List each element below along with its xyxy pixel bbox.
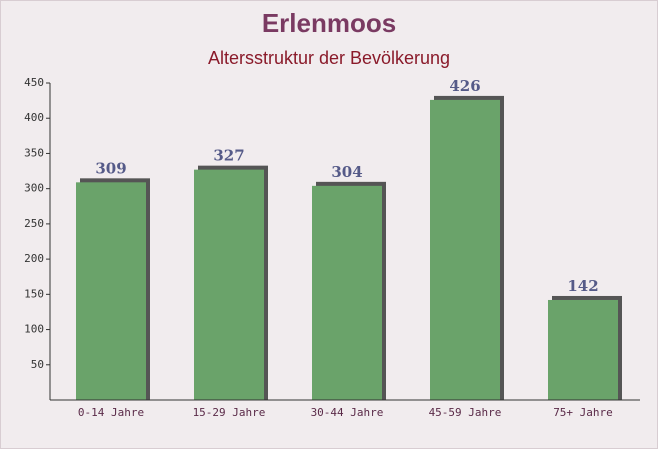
y-tick-label: 50 — [31, 358, 44, 371]
y-tick-label: 100 — [24, 323, 44, 336]
value-label: 142 — [567, 277, 598, 295]
bar — [76, 182, 146, 400]
bar — [548, 299, 618, 400]
x-tick-label: 75+ Jahre — [553, 406, 613, 419]
x-tick-label: 0-14 Jahre — [78, 406, 144, 419]
bar — [194, 169, 264, 400]
value-label: 304 — [331, 163, 362, 181]
value-label: 426 — [449, 77, 480, 95]
x-tick-label: 30-44 Jahre — [311, 406, 384, 419]
value-label: 327 — [213, 147, 244, 165]
x-tick-label: 45-59 Jahre — [429, 406, 502, 419]
bar — [312, 185, 382, 400]
x-tick-label: 15-29 Jahre — [193, 406, 266, 419]
y-tick-label: 350 — [24, 146, 44, 159]
chart-subtitle: Altersstruktur der Bevölkerung — [208, 48, 450, 68]
y-tick-label: 400 — [24, 111, 44, 124]
y-tick-label: 250 — [24, 217, 44, 230]
y-tick-label: 200 — [24, 252, 44, 265]
y-tick-label: 300 — [24, 182, 44, 195]
bar — [430, 99, 500, 400]
y-tick-label: 450 — [24, 76, 44, 89]
value-label: 309 — [95, 159, 126, 177]
y-tick-label: 150 — [24, 287, 44, 300]
chart-title: Erlenmoos — [262, 8, 396, 38]
